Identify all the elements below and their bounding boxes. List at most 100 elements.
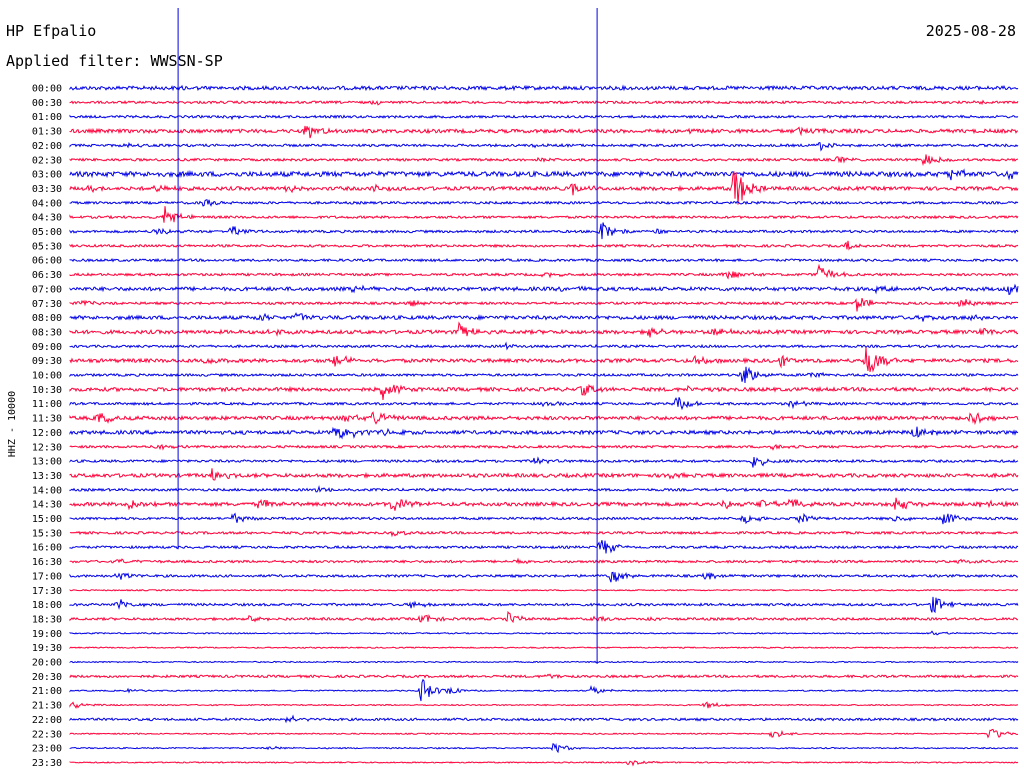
time-label-0300: 03:00	[32, 170, 62, 181]
trace-1530	[69, 530, 1018, 538]
trace-1930	[69, 646, 1019, 649]
trace-2030	[69, 673, 1019, 680]
trace-0100	[69, 114, 1019, 121]
time-label-0930: 09:30	[32, 356, 62, 367]
trace-0230	[69, 154, 1019, 167]
trace-0730	[69, 297, 1019, 312]
time-label-1330: 13:30	[32, 471, 62, 482]
time-label-0030: 00:30	[32, 98, 62, 109]
trace-1630	[69, 557, 1019, 565]
trace-2300	[69, 743, 1019, 754]
channel-axis-label: HHZ - 10000	[7, 391, 18, 457]
trace-1700	[69, 571, 1019, 583]
time-label-1700: 17:00	[32, 571, 62, 582]
time-label-1130: 11:30	[32, 414, 62, 425]
time-label-1530: 15:30	[32, 528, 62, 539]
time-label-0330: 03:30	[32, 184, 62, 195]
time-label-1000: 10:00	[32, 371, 62, 382]
time-label-2300: 23:00	[32, 744, 62, 755]
trace-1400	[69, 484, 1019, 493]
time-label-0700: 07:00	[32, 284, 62, 295]
trace-1500	[69, 512, 1019, 525]
trace-0430	[69, 206, 1019, 223]
trace-1300	[69, 456, 1019, 468]
trace-0500	[69, 222, 1019, 240]
trace-0900	[69, 341, 1019, 351]
trace-1800	[69, 596, 1019, 614]
time-label-0900: 09:00	[32, 342, 62, 353]
trace-1130	[69, 411, 1019, 426]
time-label-0830: 08:30	[32, 327, 62, 338]
time-label-1500: 15:00	[32, 514, 62, 525]
trace-1830	[69, 610, 1019, 624]
time-label-0400: 04:00	[32, 198, 62, 209]
time-label-0600: 06:00	[32, 256, 62, 267]
time-label-1900: 19:00	[32, 629, 62, 640]
trace-2000	[69, 660, 1019, 664]
time-label-1800: 18:00	[32, 600, 62, 611]
trace-1000	[69, 366, 1019, 384]
time-label-1400: 14:00	[32, 485, 62, 496]
time-label-1430: 14:30	[32, 500, 62, 511]
trace-0930	[69, 347, 1019, 373]
trace-0000	[69, 84, 1019, 92]
time-label-0200: 02:00	[32, 141, 62, 152]
trace-0600	[69, 257, 1019, 263]
time-label-2330: 23:30	[32, 758, 62, 769]
time-label-1600: 16:00	[32, 543, 62, 554]
time-label-2200: 22:00	[32, 715, 62, 726]
time-label-1930: 19:30	[32, 643, 62, 654]
time-label-1300: 13:00	[32, 457, 62, 468]
time-label-0530: 05:30	[32, 241, 62, 252]
time-label-2130: 21:30	[32, 701, 62, 712]
trace-0130	[69, 125, 1019, 139]
trace-2330	[69, 760, 1019, 767]
trace-0300	[69, 168, 1019, 181]
time-label-0500: 05:00	[32, 227, 62, 238]
time-label-1730: 17:30	[32, 586, 62, 597]
trace-0400	[69, 199, 1019, 207]
trace-0030	[69, 99, 1019, 106]
time-label-0230: 02:30	[32, 155, 62, 166]
time-label-1100: 11:00	[32, 399, 62, 410]
trace-0530	[69, 240, 1019, 251]
time-label-1030: 10:30	[32, 385, 62, 396]
trace-0630	[69, 263, 1019, 280]
time-label-2030: 20:30	[32, 672, 62, 683]
time-label-0730: 07:30	[32, 299, 62, 310]
time-label-0800: 08:00	[32, 313, 62, 324]
trace-1230	[69, 443, 1019, 451]
trace-2130	[69, 701, 1019, 709]
trace-1600	[69, 540, 1019, 554]
trace-0200	[69, 141, 1019, 152]
time-label-0630: 06:30	[32, 270, 62, 281]
time-label-0130: 01:30	[32, 127, 62, 138]
time-label-0100: 01:00	[32, 112, 62, 123]
trace-1030	[69, 383, 1019, 400]
trace-0800	[69, 312, 1019, 322]
time-label-1200: 12:00	[32, 428, 62, 439]
filter-label: Applied filter: WWSSN-SP	[6, 52, 223, 70]
trace-1100	[69, 397, 1019, 411]
time-label-1830: 18:30	[32, 614, 62, 625]
trace-2200	[69, 714, 1019, 724]
time-label-2100: 21:00	[32, 686, 62, 697]
time-label-0430: 04:30	[32, 213, 62, 224]
trace-1430	[69, 497, 1019, 511]
trace-0330	[69, 171, 1019, 205]
trace-0700	[69, 283, 1019, 296]
trace-1900	[69, 630, 1019, 636]
time-label-0000: 00:00	[32, 84, 62, 95]
date-label: 2025-08-28	[926, 22, 1016, 40]
trace-0830	[69, 321, 1019, 338]
trace-2230	[69, 728, 1019, 739]
time-label-2000: 20:00	[32, 658, 62, 669]
trace-1730	[69, 588, 1018, 592]
trace-2100	[69, 678, 1019, 702]
trace-1330	[69, 468, 1019, 481]
station-title: HP Efpalio	[6, 22, 96, 40]
trace-1200	[69, 426, 1019, 440]
time-label-2230: 22:30	[32, 729, 62, 740]
time-label-1630: 16:30	[32, 557, 62, 568]
